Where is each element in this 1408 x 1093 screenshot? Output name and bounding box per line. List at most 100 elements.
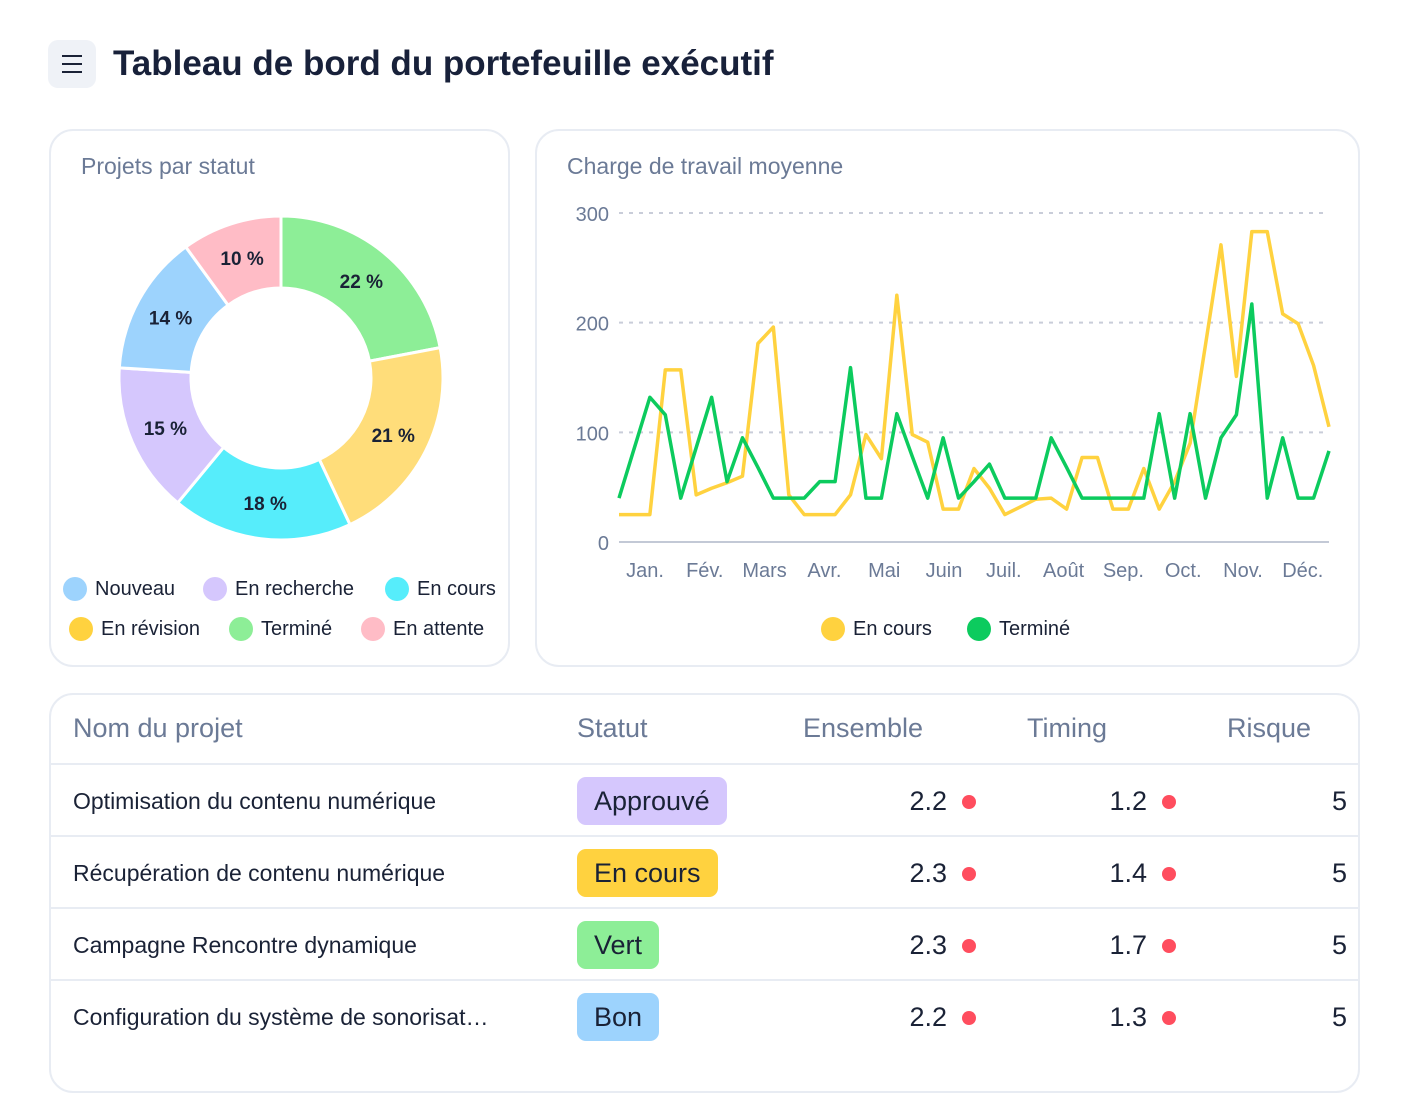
- legend-item[interactable]: En attente: [361, 617, 484, 641]
- x-tick-label: Juin: [926, 560, 963, 582]
- legend-item[interactable]: En cours: [385, 577, 496, 601]
- y-tick-label: 200: [576, 314, 609, 336]
- workload-card-title: Charge de travail moyenne: [567, 153, 844, 179]
- donut-slice[interactable]: [175, 445, 352, 542]
- header-overall[interactable]: Ensemble: [803, 713, 924, 743]
- timing-score: 1.7: [1109, 930, 1147, 960]
- y-tick-label: 300: [576, 204, 609, 226]
- x-tick-label: Mai: [868, 560, 900, 582]
- hamburger-icon-line: [62, 71, 82, 73]
- timing-score: 1.3: [1109, 1002, 1147, 1032]
- series-line-en-cours: [619, 229, 1331, 517]
- x-tick-label: Déc.: [1282, 560, 1323, 582]
- table-row[interactable]: Récupération de contenu numérique En cou…: [51, 835, 1358, 909]
- status-badge: Bon: [577, 993, 660, 1041]
- overall-score: 2.2: [909, 786, 947, 816]
- risk-score: 5: [1331, 1002, 1347, 1032]
- risk-score: 5: [1331, 786, 1347, 816]
- header-name[interactable]: Nom du projet: [73, 713, 243, 743]
- hamburger-icon: [62, 55, 82, 57]
- legend-dot-icon: [63, 577, 87, 601]
- overall-score: 2.3: [909, 930, 947, 960]
- status-badge: Vert: [577, 921, 660, 969]
- project-name[interactable]: Campagne Rencontre dynamique: [73, 932, 417, 958]
- table-row[interactable]: Campagne Rencontre dynamique Vert 2.3 1.…: [51, 907, 1358, 981]
- timing-indicator-icon: [1162, 795, 1176, 809]
- legend-dot-icon: [69, 617, 93, 641]
- projects-table: Nom du projet Statut Ensemble Timing Ris…: [49, 693, 1360, 1093]
- project-name[interactable]: Configuration du système de sonorisat…: [73, 1004, 489, 1030]
- donut-chart: 22 % 21 % 18 % 15 % 14 % 10 %: [117, 214, 445, 542]
- donut-slice[interactable]: [317, 345, 445, 527]
- timing-score: 1.2: [1109, 786, 1147, 816]
- legend-item[interactable]: En révision: [69, 617, 200, 641]
- legend-item[interactable]: Terminé: [967, 617, 1070, 641]
- project-name[interactable]: Optimisation du contenu numérique: [73, 788, 437, 814]
- x-tick-label: Sep.: [1103, 560, 1144, 582]
- slice-label: 18 %: [244, 494, 287, 515]
- overall-indicator-icon: [962, 1011, 976, 1025]
- legend-item[interactable]: Nouveau: [63, 577, 175, 601]
- slice-label: 22 %: [340, 272, 383, 293]
- legend-label: En cours: [853, 617, 932, 640]
- y-tick-label: 100: [576, 423, 609, 445]
- legend-item[interactable]: En recherche: [203, 577, 354, 601]
- x-tick-label: Août: [1043, 560, 1085, 582]
- page-title: Tableau de bord du portefeuille exécutif: [113, 44, 774, 83]
- legend-item[interactable]: Terminé: [229, 617, 332, 641]
- hamburger-icon-line: [62, 63, 82, 65]
- overall-score: 2.2: [909, 1002, 947, 1032]
- timing-score: 1.4: [1109, 858, 1147, 888]
- legend-label: En révision: [101, 617, 200, 640]
- line-chart: 0 100 200 300 Jan. Fév. Mars Avr. Mai Juin Juil. Ao…: [576, 204, 1331, 582]
- overall-indicator-icon: [962, 939, 976, 953]
- overall-indicator-icon: [962, 795, 976, 809]
- timing-indicator-icon: [1162, 867, 1176, 881]
- status-badge: En cours: [577, 849, 718, 897]
- table-row[interactable]: Optimisation du contenu numérique Approu…: [51, 763, 1358, 837]
- legend-label: Terminé: [999, 617, 1071, 640]
- header-timing[interactable]: Timing: [1027, 713, 1108, 743]
- timing-indicator-icon: [1162, 939, 1176, 953]
- legend-dot-icon: [385, 577, 409, 601]
- x-tick-label: Fév.: [686, 560, 723, 582]
- legend-label: Terminé: [261, 617, 333, 640]
- slice-label: 10 %: [220, 249, 263, 270]
- x-tick-label: Avr.: [807, 560, 841, 582]
- donut-slice[interactable]: [279, 214, 442, 363]
- legend-dot-icon: [203, 577, 227, 601]
- series-line-termine: [617, 302, 1331, 500]
- slice-label: 14 %: [149, 308, 192, 329]
- status-card-title: Projets par statut: [81, 153, 255, 179]
- legend-dot-icon: [361, 617, 385, 641]
- legend-label: En recherche: [235, 577, 354, 600]
- x-tick-label: Mars: [742, 560, 786, 582]
- donut-slice[interactable]: [183, 214, 283, 308]
- legend-dot-icon: [229, 617, 253, 641]
- slice-label: 21 %: [372, 426, 415, 447]
- x-tick-label: Juil.: [986, 560, 1022, 582]
- x-tick-label: Oct.: [1165, 560, 1202, 582]
- y-tick-label: 0: [598, 533, 609, 555]
- legend-label: En cours: [417, 577, 496, 600]
- risk-score: 5: [1331, 858, 1347, 888]
- x-tick-label: Nov.: [1223, 560, 1263, 582]
- legend-dot-icon: [967, 617, 991, 641]
- legend-label: En attente: [393, 617, 485, 640]
- legend-label: Nouveau: [95, 577, 176, 600]
- x-tick-label: Jan.: [626, 560, 664, 582]
- menu-button[interactable]: [48, 40, 96, 88]
- legend-dot-icon: [821, 617, 845, 641]
- legend-item[interactable]: En cours: [821, 617, 932, 641]
- risk-score: 5: [1331, 930, 1347, 960]
- timing-indicator-icon: [1162, 1011, 1176, 1025]
- project-name[interactable]: Récupération de contenu numérique: [73, 860, 446, 886]
- workload-card: Charge de travail moyenne 0 100 200 300 Jan.…: [535, 129, 1360, 667]
- table-row[interactable]: Configuration du système de sonorisat… B…: [51, 979, 1358, 1053]
- status-card: Projets par statut 22 % 21 % 18 % 15 % 14 % 1…: [49, 129, 510, 667]
- header-risk[interactable]: Risque: [1227, 713, 1312, 743]
- overall-score: 2.3: [909, 858, 947, 888]
- header-status[interactable]: Statut: [577, 713, 648, 743]
- status-badge: Approuvé: [577, 777, 727, 825]
- overall-indicator-icon: [962, 867, 976, 881]
